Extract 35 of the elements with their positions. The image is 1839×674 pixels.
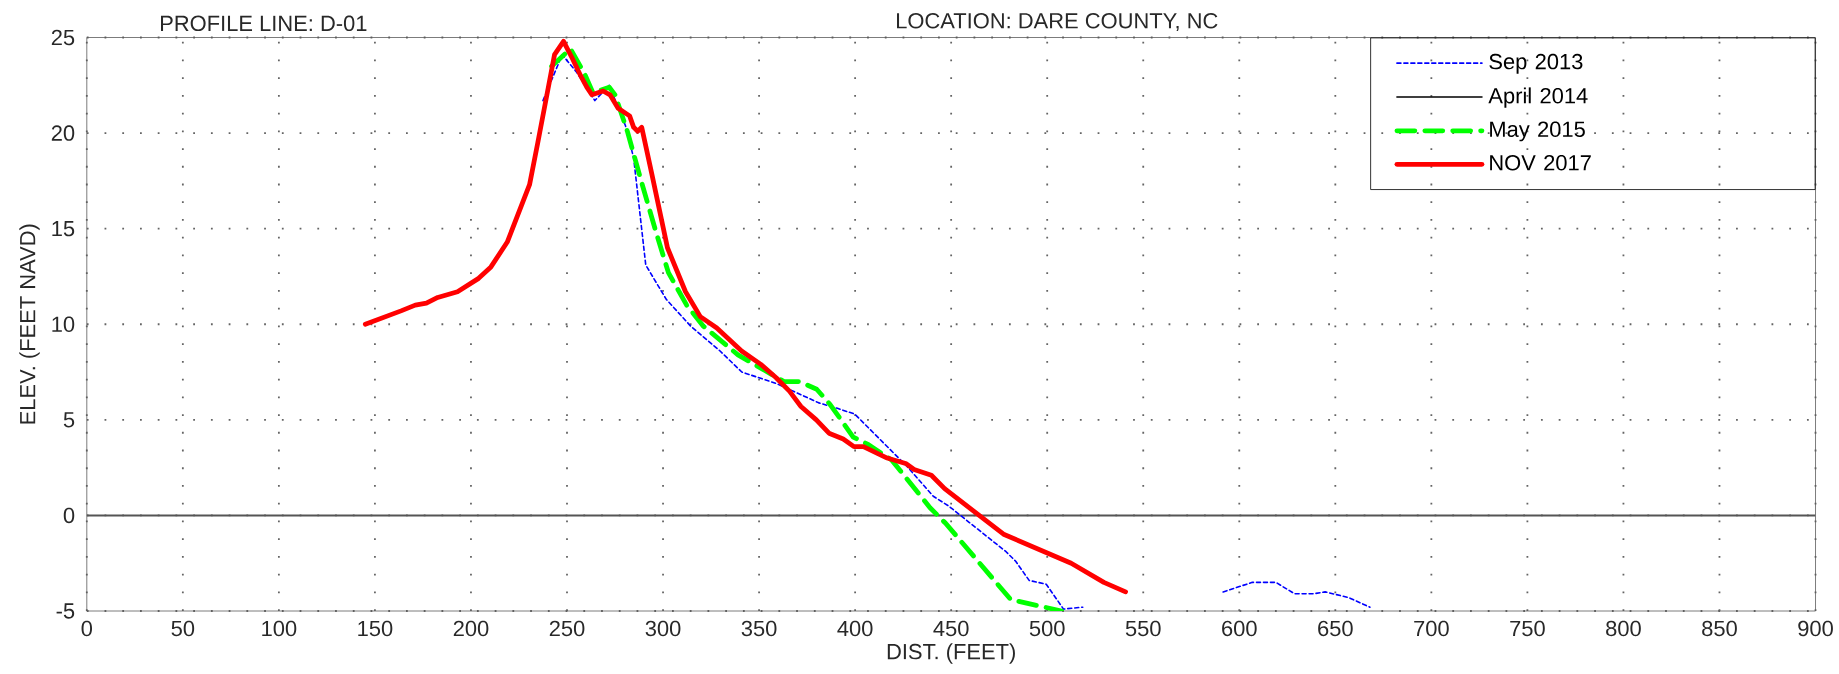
y-axis-title: ELEV. (FEET NAVD)	[19, 224, 40, 424]
x-tick-label: 50	[171, 620, 195, 637]
x-axis-title: DIST. (FEET)	[887, 643, 1015, 664]
legend-label: Sep 2013	[1489, 53, 1583, 74]
y-tick-label: 20	[51, 125, 75, 141]
x-tick-label: 500	[1029, 620, 1065, 637]
x-tick-label: 100	[262, 620, 297, 637]
legend-label: April 2014	[1488, 87, 1588, 108]
y-tick-label: 5	[63, 412, 75, 428]
y-tick-label: 25	[51, 29, 75, 46]
chart-title: PROFILE LINE: D-01	[161, 15, 367, 32]
x-tick-label: 550	[1125, 620, 1161, 637]
chart-subtitle: LOCATION: DARE COUNTY, NC	[897, 13, 1218, 32]
x-tick-label: 750	[1510, 620, 1545, 637]
x-tick-label: 650	[1318, 620, 1353, 637]
x-tick-label: 300	[645, 620, 681, 637]
x-tick-label: 600	[1222, 620, 1257, 637]
legend-label: NOV 2017	[1490, 155, 1591, 171]
x-tick-label: 400	[837, 620, 873, 637]
legend-label: May 2015	[1490, 121, 1585, 142]
x-tick-label: 800	[1606, 620, 1641, 637]
y-tick-label: -5	[56, 603, 75, 619]
x-tick-label: 250	[549, 620, 585, 637]
x-tick-label: 200	[453, 620, 489, 637]
x-tick-label: 450	[933, 620, 969, 637]
y-tick-label: 0	[63, 507, 75, 524]
x-tick-label: 0	[81, 620, 93, 637]
y-tick-label: 15	[52, 221, 75, 237]
line-series	[362, 38, 1128, 595]
x-tick-label: 350	[741, 620, 777, 637]
x-tick-label: 700	[1414, 620, 1449, 637]
x-tick-label: 150	[358, 620, 393, 637]
x-tick-label: 850	[1702, 620, 1737, 637]
x-tick-label: 900	[1798, 620, 1833, 637]
y-tick-label: 10	[52, 316, 75, 333]
